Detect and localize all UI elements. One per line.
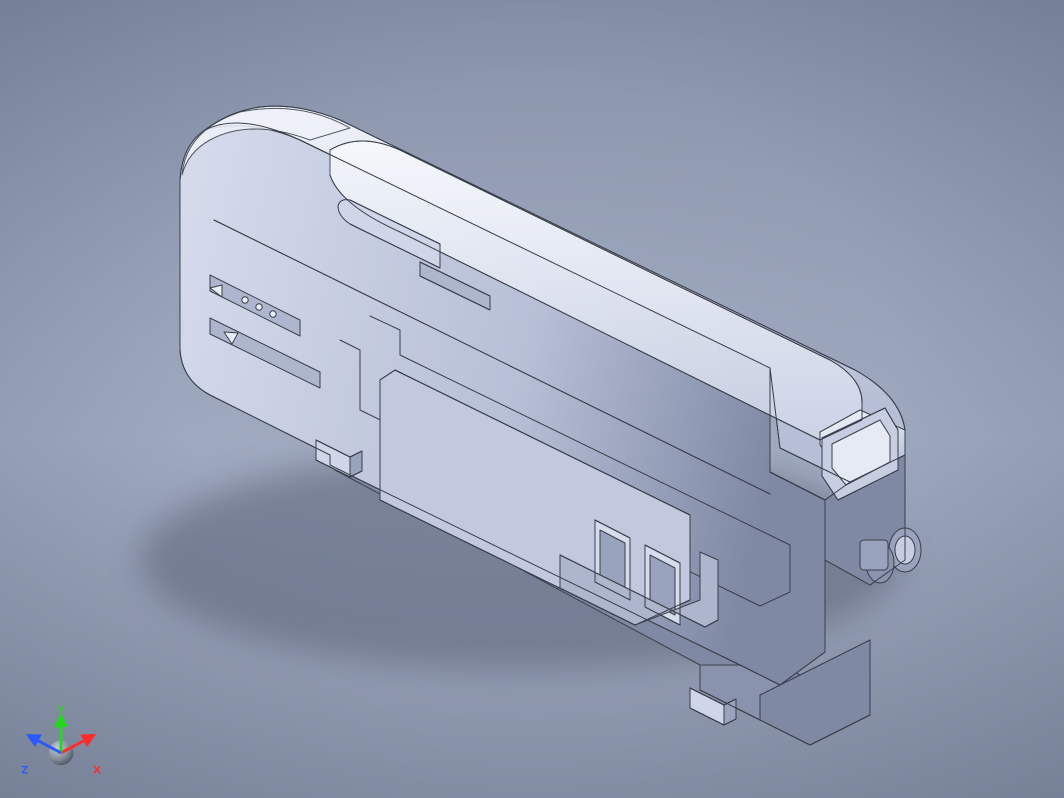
axis-y-label: Y bbox=[57, 704, 65, 716]
axis-z-label: Z bbox=[21, 765, 28, 777]
orientation-triad[interactable]: X Y Z bbox=[16, 696, 106, 786]
cad-model[interactable] bbox=[0, 0, 1064, 798]
axis-x-label: X bbox=[93, 765, 101, 777]
part-body bbox=[180, 106, 921, 745]
cad-viewport[interactable]: X Y Z bbox=[0, 0, 1064, 798]
